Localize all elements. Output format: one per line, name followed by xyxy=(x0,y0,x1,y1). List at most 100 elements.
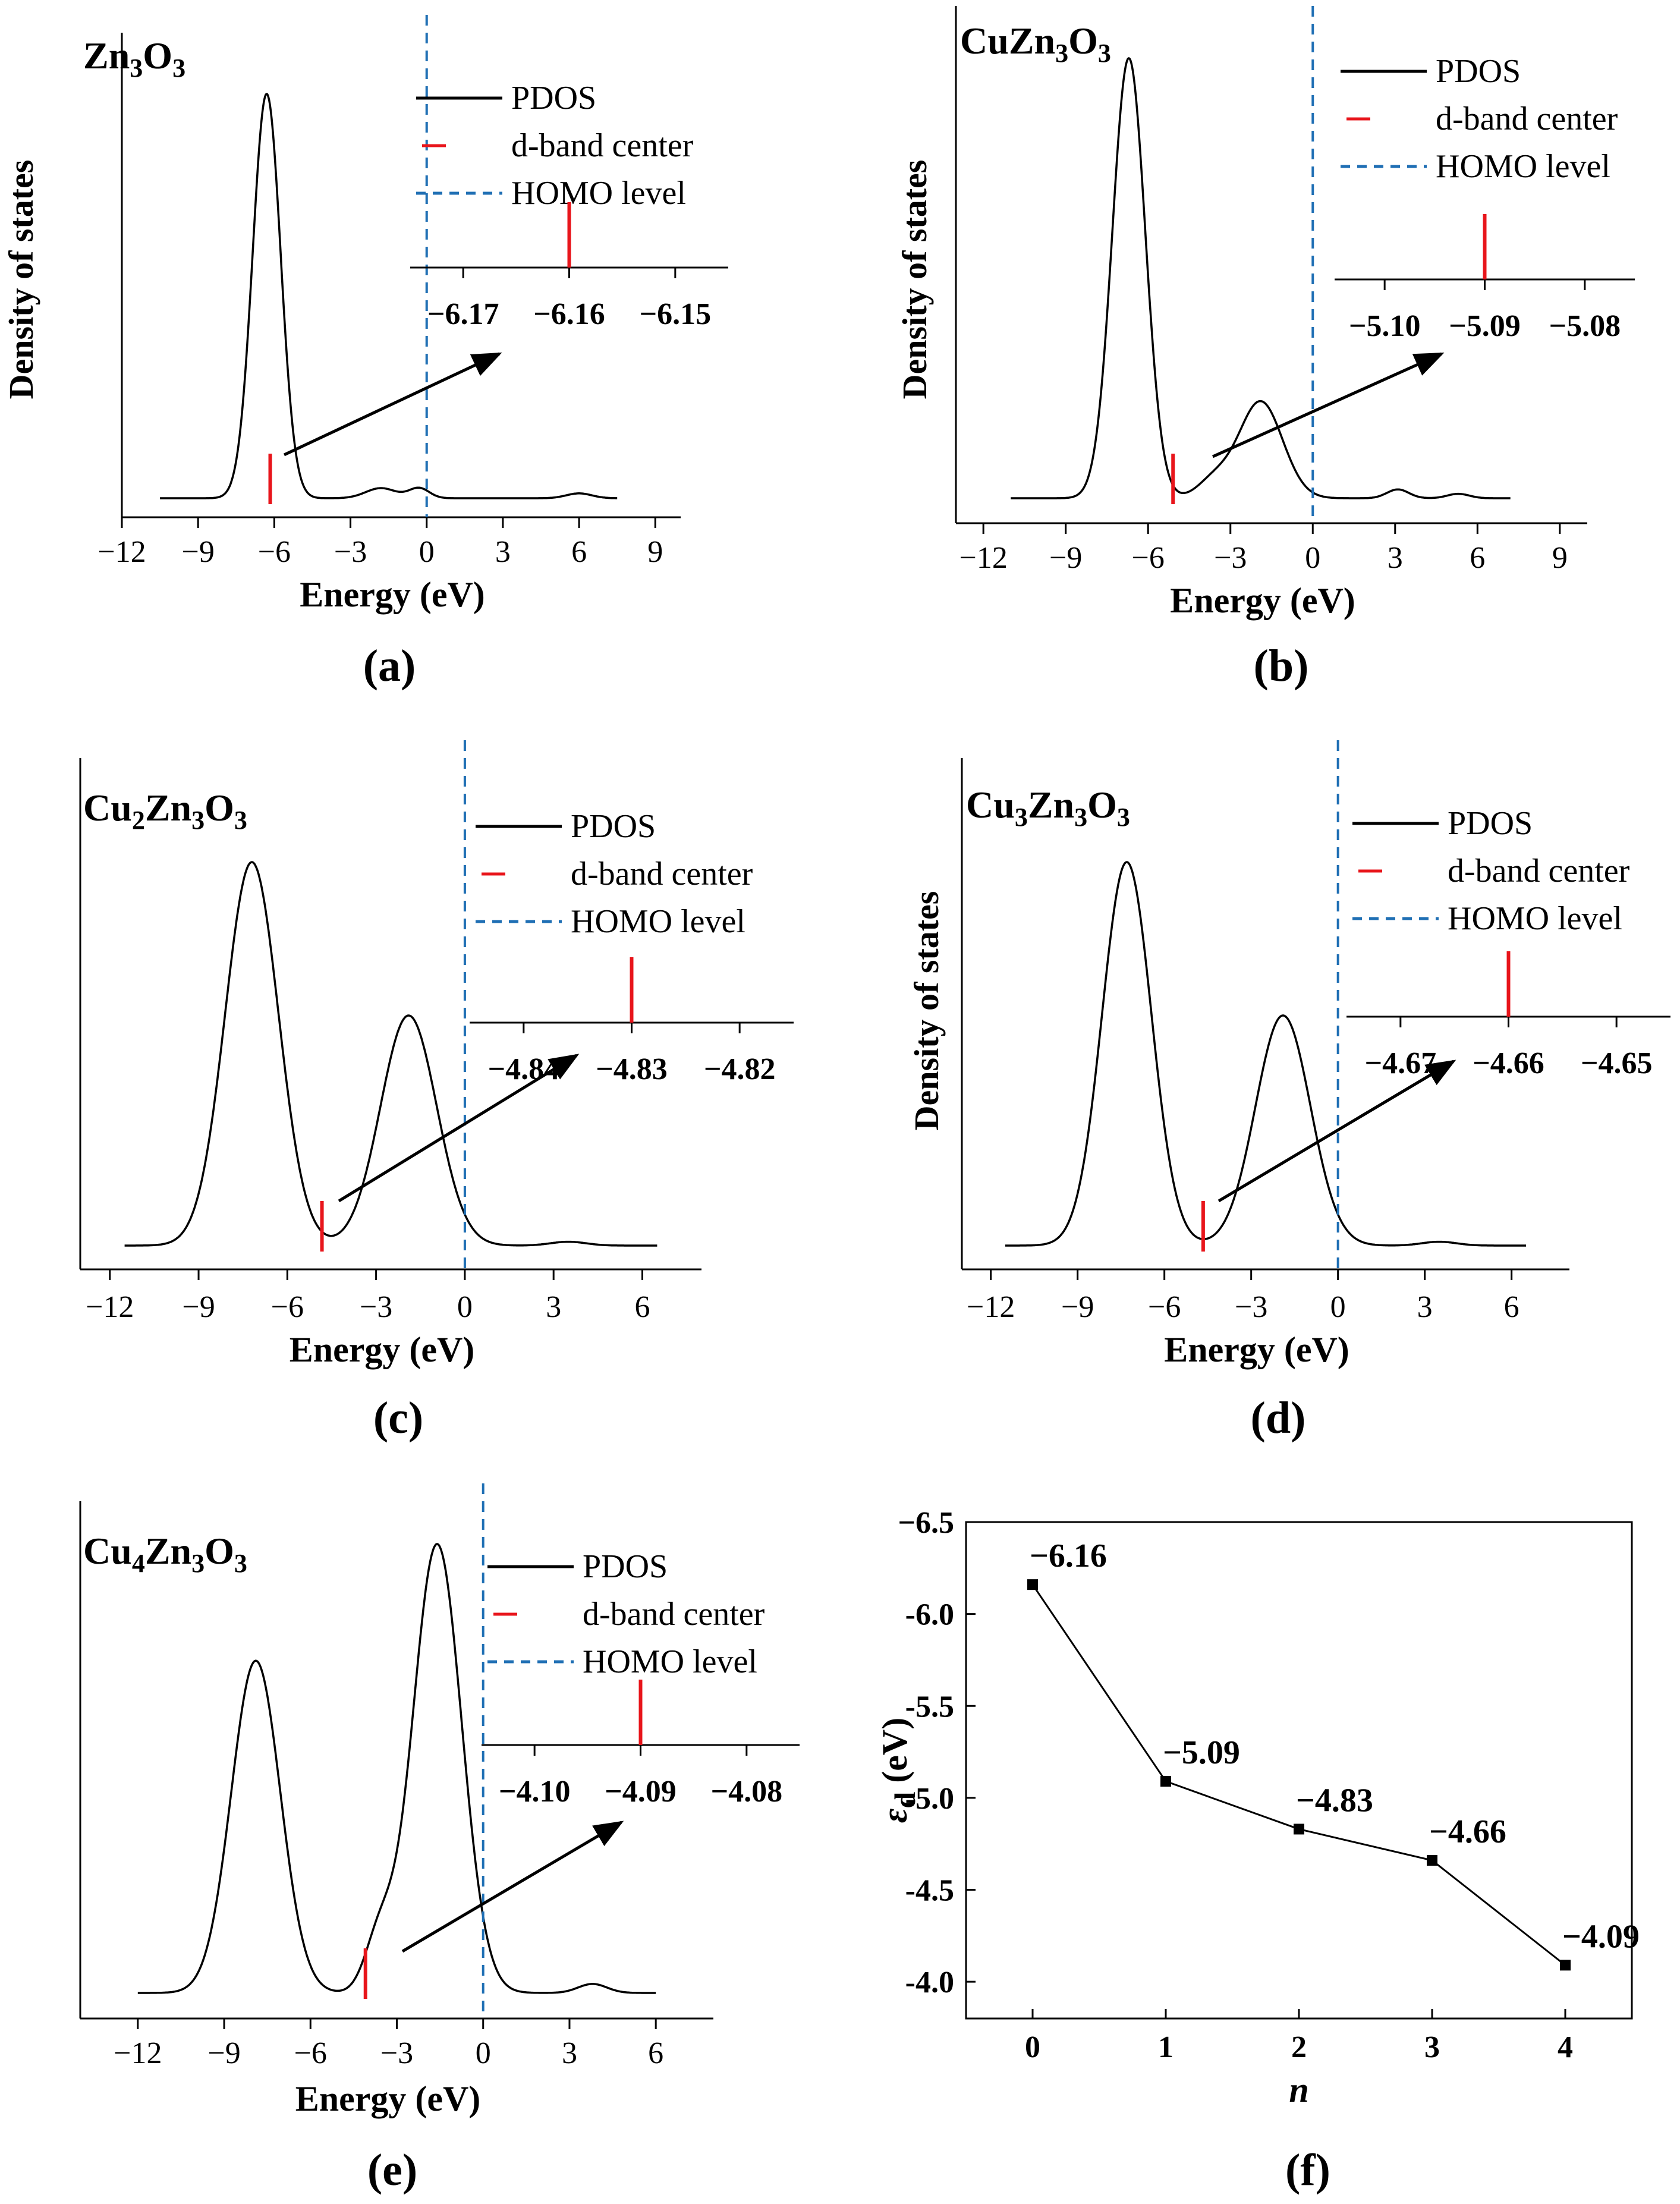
pdos-curve xyxy=(1011,57,1511,499)
inset-tick-label: −4.10 xyxy=(499,1775,571,1809)
panel-caption: (d) xyxy=(1251,1393,1306,1443)
inset-tick-label: −4.65 xyxy=(1581,1046,1653,1080)
x-tick-label: 3 xyxy=(546,1290,561,1324)
pdos-curve xyxy=(137,1543,656,1994)
y-tick-label: -5.5 xyxy=(905,1690,954,1724)
y-tick-label: −6.5 xyxy=(898,1506,954,1540)
y-tick-label: -6.0 xyxy=(905,1598,954,1632)
legend-label: PDOS xyxy=(583,1548,668,1585)
x-tick-label: −6 xyxy=(1148,1290,1181,1324)
x-tick-label: 9 xyxy=(647,535,663,569)
title-part: Cu xyxy=(83,1530,132,1572)
data-point xyxy=(1560,1960,1571,1971)
inset-tick-label: −6.15 xyxy=(640,297,712,331)
x-tick-label: 6 xyxy=(571,535,587,569)
panel-caption: (f) xyxy=(1285,2145,1330,2195)
legend-label: PDOS xyxy=(571,808,656,845)
panel-caption: (b) xyxy=(1254,641,1309,691)
x-tick-label: −12 xyxy=(86,1290,134,1324)
title-part: O xyxy=(1068,20,1098,62)
x-tick-label: −6 xyxy=(294,2036,327,2070)
panel-title: Cu2Zn3O3 xyxy=(83,787,247,835)
x-tick-label: −6 xyxy=(258,535,291,569)
panel-d: −12 −9 −6 −3 0 3 6 Energy (eV) Density of states… xyxy=(907,740,1670,1443)
title-part: 3 xyxy=(234,1549,247,1578)
data-point xyxy=(1294,1823,1304,1835)
legend-label: d-band center xyxy=(583,1596,765,1633)
x-tick-label: 3 xyxy=(1424,2030,1440,2064)
data-label: −6.16 xyxy=(1030,1538,1107,1574)
legend-label: HOMO level xyxy=(1436,148,1610,185)
data-label: −4.09 xyxy=(1562,1918,1640,1955)
legend-label: HOMO level xyxy=(1448,900,1622,937)
legend-label: PDOS xyxy=(1448,805,1533,842)
y-tick-label: -4.5 xyxy=(905,1874,954,1908)
data-point xyxy=(1027,1579,1038,1590)
plot-frame xyxy=(965,1521,1633,2020)
y-axis-label: Density of states xyxy=(2,160,40,400)
inset-tick-label: −4.84 xyxy=(488,1052,560,1086)
title-part: 3 xyxy=(1055,39,1068,68)
data-label: −5.09 xyxy=(1163,1734,1240,1771)
title-part: 3 xyxy=(1098,39,1111,68)
title-part: O xyxy=(205,787,234,829)
pdos-curve xyxy=(1005,861,1526,1247)
x-tick-label: −9 xyxy=(207,2036,240,2070)
zoom-arrow xyxy=(338,1054,580,1203)
legend-label: HOMO level xyxy=(571,903,745,940)
x-tick-label: −12 xyxy=(967,1290,1015,1324)
panel-f: 0 1 2 3 4 −6.5 -6.0 -5.5 -5.0 -4.5 -4.0 n εd (eV) −6.… xyxy=(875,1506,1640,2195)
legend-label: d-band center xyxy=(1448,853,1630,889)
x-tick-label: −9 xyxy=(182,535,215,569)
x-tick-label: −3 xyxy=(334,535,367,569)
x-tick-label: 0 xyxy=(1305,541,1320,575)
data-point xyxy=(1427,1855,1437,1866)
x-tick-label: −3 xyxy=(360,1290,392,1324)
title-part: 3 xyxy=(191,1549,205,1578)
title-part: 3 xyxy=(130,54,143,83)
series-line xyxy=(1031,1584,1566,1966)
x-tick-label: 0 xyxy=(1025,2030,1040,2064)
panel-title: Cu3Zn3O3 xyxy=(966,784,1130,832)
x-tick-label: 0 xyxy=(419,535,435,569)
zoom-arrow xyxy=(1212,352,1445,458)
x-tick-label: 6 xyxy=(634,1290,650,1324)
zoom-arrow xyxy=(1217,1059,1456,1203)
title-part: Zn xyxy=(145,787,191,829)
title-part: O xyxy=(143,34,172,77)
x-tick-label: 3 xyxy=(1388,541,1403,575)
x-tick-label: −9 xyxy=(1049,541,1082,575)
y-label-symbol: ε xyxy=(875,1808,914,1823)
title-part: CuZn xyxy=(960,20,1055,62)
x-tick-label: −12 xyxy=(959,541,1008,575)
y-axis-label: εd (eV) xyxy=(875,1718,921,1823)
pdos-curve xyxy=(160,93,618,499)
x-tick-label: 6 xyxy=(1470,541,1485,575)
panel-caption: (e) xyxy=(367,2145,417,2195)
legend-label: PDOS xyxy=(511,80,596,117)
inset-tick-label: −5.08 xyxy=(1549,309,1621,343)
x-tick-label: 4 xyxy=(1558,2030,1573,2064)
panel-caption: (a) xyxy=(363,641,416,691)
data-point xyxy=(1160,1776,1171,1787)
panel-title: Zn3O3 xyxy=(83,34,185,83)
y-tick-label: -5.0 xyxy=(905,1782,954,1816)
title-part: 3 xyxy=(191,806,205,835)
x-tick-label: −3 xyxy=(1235,1290,1267,1324)
title-part: 4 xyxy=(132,1549,145,1578)
panel-title: CuZn3O3 xyxy=(960,20,1111,68)
y-tick-label: -4.0 xyxy=(905,1966,954,1999)
title-part: 3 xyxy=(172,54,185,83)
panel-a: −12 −9 −6 −3 0 3 6 9 Energy (eV) Density of state… xyxy=(2,15,728,691)
x-tick-label: 9 xyxy=(1552,541,1568,575)
x-tick-label: −6 xyxy=(1132,541,1165,575)
title-part: 3 xyxy=(1015,803,1028,832)
x-tick-label: 6 xyxy=(1504,1290,1519,1324)
x-tick-label: 2 xyxy=(1291,2030,1307,2064)
inset-tick-label: −5.10 xyxy=(1349,309,1421,343)
x-tick-label: −6 xyxy=(271,1290,304,1324)
legend-label: HOMO level xyxy=(583,1643,757,1680)
